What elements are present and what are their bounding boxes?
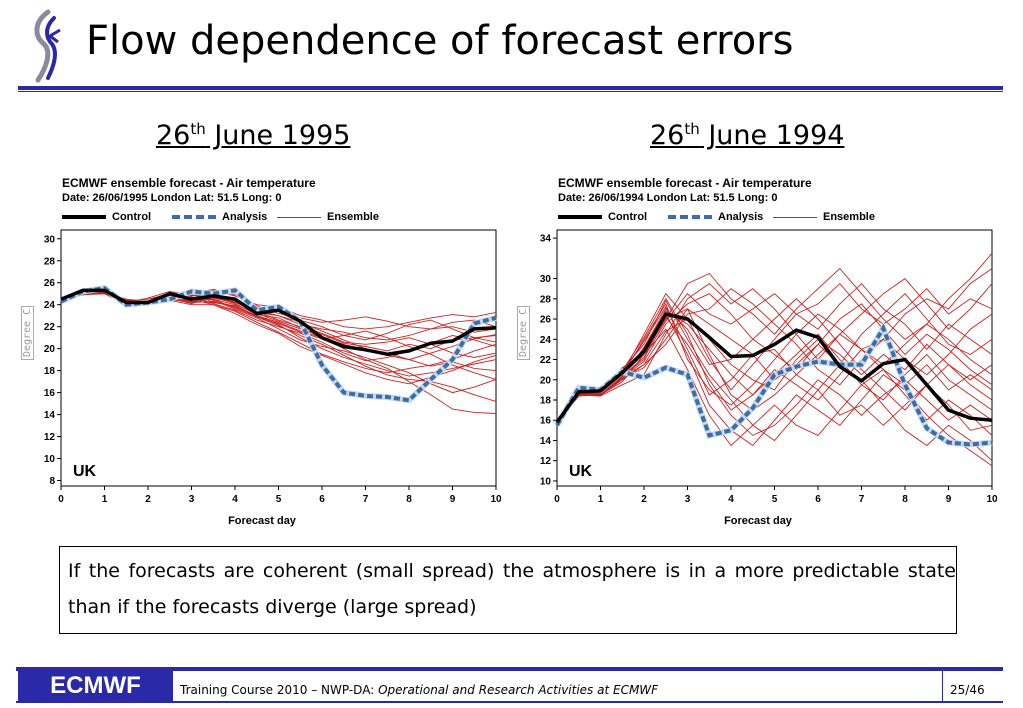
title-rule-thin — [18, 91, 1003, 92]
page-number: 25/46 — [950, 683, 985, 697]
y-tick-label: 20 — [44, 344, 56, 355]
y-tick-label: 30 — [44, 234, 56, 245]
x-tick-label: 5 — [276, 494, 282, 505]
y-tick-label: 14 — [540, 436, 552, 447]
x-axis-label: Forecast day — [724, 515, 792, 527]
y-tick-label: 18 — [540, 395, 552, 406]
x-tick-label: 4 — [232, 494, 238, 505]
ensemble-member-line — [60, 291, 497, 361]
region-label: UK — [569, 463, 593, 480]
control-line — [555, 312, 993, 424]
y-tick-label: 26 — [540, 315, 552, 326]
plot-frame — [60, 229, 497, 487]
footer-rule — [16, 667, 1003, 671]
chart-subtitle: Date: 26/06/1994 London Lat: 51.5 Long: … — [558, 192, 778, 204]
footer-course-text: Training Course 2010 – NWP-DA: Operation… — [180, 683, 659, 697]
x-tick-label: 9 — [450, 494, 456, 505]
y-tick-label: 12 — [44, 432, 56, 443]
y-tick-label: 24 — [44, 300, 56, 311]
plot-frame — [556, 229, 993, 487]
analysis-line — [555, 323, 993, 447]
footer-divider — [942, 671, 943, 701]
legend-control: Control — [558, 211, 647, 223]
chart-title: ECMWF ensemble forecast - Air temperatur… — [62, 176, 316, 190]
ensemble-member-line — [556, 282, 993, 423]
x-tick-label: 3 — [685, 494, 691, 505]
ecmwf-swirl-logo — [34, 9, 61, 83]
chart-title: ECMWF ensemble forecast - Air temperatur… — [558, 176, 812, 190]
title-rule — [18, 86, 1003, 90]
y-tick-label: 30 — [540, 274, 552, 285]
y-tick-label: 20 — [540, 375, 552, 386]
analysis-line — [60, 286, 497, 403]
legend-ensemble: Ensemble — [773, 211, 875, 223]
y-tick-label: 34 — [540, 234, 552, 245]
y-tick-label: 28 — [540, 294, 552, 305]
slide-title: Flow dependence of forecast errors — [86, 18, 794, 64]
legend-control: Control — [62, 211, 151, 223]
ensemble-member-line — [556, 282, 993, 423]
footer-rule-bottom — [16, 701, 1003, 703]
ensemble-member-line — [556, 297, 993, 436]
y-tick-label: 14 — [44, 410, 56, 421]
y-tick-label: 10 — [44, 454, 56, 465]
y-tick-label: 22 — [540, 355, 552, 366]
x-tick-label: 4 — [728, 494, 734, 505]
x-tick-label: 7 — [859, 494, 865, 505]
x-tick-label: 8 — [902, 494, 908, 505]
control-line — [60, 288, 497, 356]
x-tick-label: 0 — [58, 494, 64, 505]
y-tick-label: 8 — [49, 476, 55, 487]
ensemble-member-line — [556, 305, 993, 431]
x-tick-label: 2 — [145, 494, 151, 505]
x-tick-label: 6 — [319, 494, 325, 505]
x-tick-label: 9 — [946, 494, 952, 505]
x-tick-label: 7 — [363, 494, 369, 505]
y-tick-label: 28 — [44, 256, 56, 267]
y-tick-label: 26 — [44, 278, 56, 289]
ensemble-chart-1995: ECMWF ensemble forecast - Air temperatur… — [21, 170, 502, 535]
x-tick-label: 0 — [554, 494, 560, 505]
legend-ensemble: Ensemble — [277, 211, 379, 223]
y-tick-label: 16 — [540, 416, 552, 427]
ensemble-chart-1994: ECMWF ensemble forecast - Air temperatur… — [517, 170, 998, 535]
ecmwf-footer-logo: ECMWF — [18, 671, 173, 701]
x-tick-label: 1 — [102, 494, 108, 505]
x-axis-label: Forecast day — [228, 515, 296, 527]
y-tick-label: 16 — [44, 388, 56, 399]
x-tick-label: 6 — [815, 494, 821, 505]
chart-subtitle: Date: 26/06/1995 London Lat: 51.5 Long: … — [62, 192, 282, 204]
y-tick-label: 10 — [540, 476, 552, 487]
y-tick-label: 24 — [540, 335, 552, 346]
x-tick-label: 8 — [406, 494, 412, 505]
left-chart-heading: 26th June 1995 — [156, 120, 351, 151]
x-tick-label: 3 — [189, 494, 195, 505]
x-tick-label: 5 — [772, 494, 778, 505]
legend-analysis: Analysis — [172, 211, 267, 223]
y-tick-label: 18 — [44, 366, 56, 377]
legend-analysis: Analysis — [668, 211, 763, 223]
explanation-box: If the forecasts are coherent (small spr… — [59, 546, 957, 634]
y-tick-label: 22 — [44, 322, 56, 333]
x-tick-label: 1 — [598, 494, 604, 505]
y-tick-label: 12 — [540, 456, 552, 467]
region-label: UK — [73, 463, 97, 480]
x-tick-label: 10 — [490, 494, 502, 505]
x-tick-label: 2 — [641, 494, 647, 505]
x-tick-label: 10 — [986, 494, 998, 505]
right-chart-heading: 26th June 1994 — [650, 120, 845, 151]
